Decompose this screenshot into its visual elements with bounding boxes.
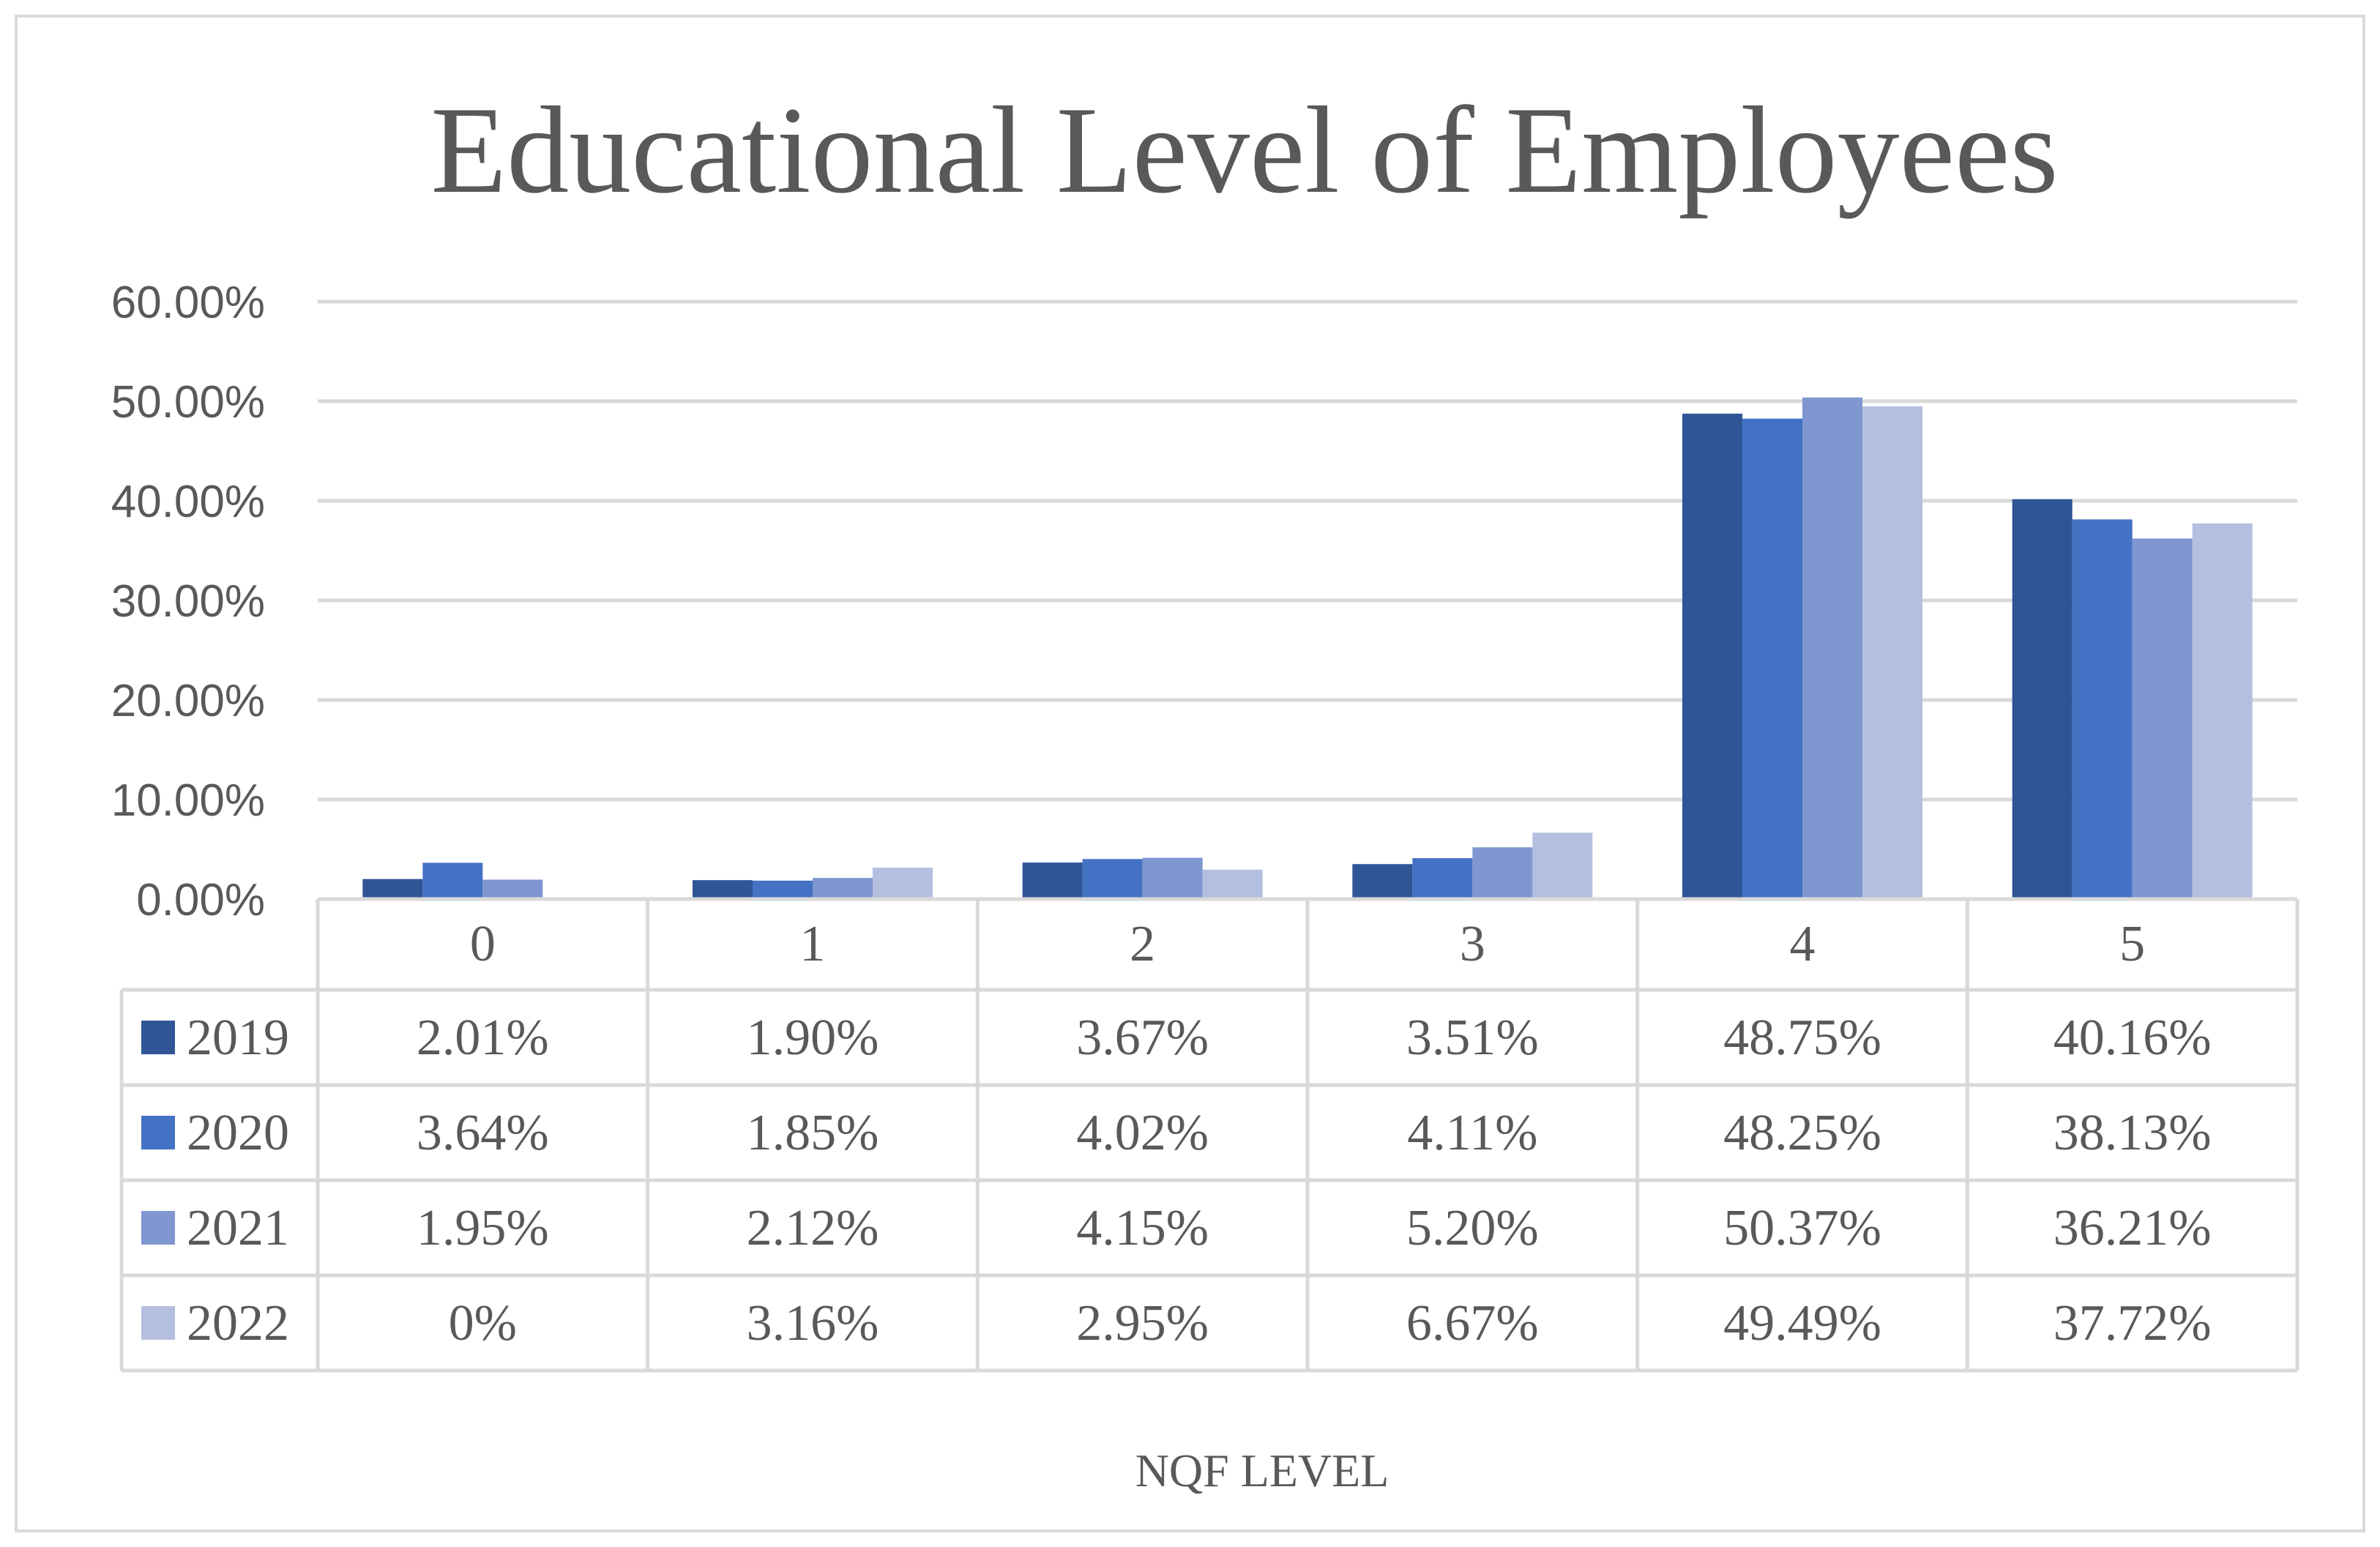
data-label: 2.95% [1076,1295,1209,1352]
legend-swatch [141,1306,175,1340]
x-tick-label: 1 [800,916,826,972]
bar [1802,397,1862,899]
bar [1202,869,1263,899]
bar [693,880,753,899]
data-label: 0% [449,1295,517,1352]
data-label: 38.13% [2053,1105,2212,1161]
data-label: 6.67% [1406,1295,1539,1352]
data-label: 4.11% [1407,1105,1537,1161]
data-label: 1.90% [747,1010,879,1066]
gridlines [318,299,2297,802]
bar [1412,858,1473,899]
data-label: 3.64% [417,1105,549,1161]
y-tick-label: 30.00% [111,576,265,627]
data-label: 2.12% [747,1200,879,1256]
bar [2132,538,2193,899]
bar [1862,406,1922,899]
data-label: 40.16% [2053,1010,2212,1066]
data-label: 1.95% [417,1200,549,1256]
y-axis-ticks: 0.00% 10.00% 20.00% 30.00% 40.00% 50.00% 60.00… [111,277,265,925]
bar [1472,847,1533,899]
y-tick-label: 20.00% [111,676,265,726]
bar [753,880,813,899]
data-label: 4.02% [1076,1105,1209,1161]
data-label: 3.51% [1406,1010,1539,1066]
bar [1142,857,1203,899]
legend-swatch [141,1021,175,1054]
data-label: 36.21% [2053,1200,2212,1256]
bar [873,868,933,899]
chart-title: Educational Level of Employees [430,81,2058,219]
bars [362,397,2253,899]
x-tick-label: 2 [1130,916,1155,972]
y-tick-label: 60.00% [111,277,265,328]
data-label: 50.37% [1723,1200,1881,1256]
y-tick-label: 0.00% [136,875,265,925]
legend-label: 2022 [187,1295,289,1352]
x-tick-label: 3 [1460,916,1485,972]
bar [1742,418,1802,899]
bar [1022,862,1083,899]
bar [1682,414,1742,899]
data-label: 2.01% [417,1010,549,1066]
bar [813,878,873,899]
bar [422,862,483,899]
data-label: 4.15% [1076,1200,1209,1256]
bar [2012,499,2073,899]
bar [482,879,543,899]
bar [2072,519,2133,899]
x-tick-label: 0 [470,916,496,972]
data-label: 48.25% [1723,1105,1881,1161]
data-table: 0 1 2 3 4 5 2019 2.01% 1.90% 3.67% 3.51% 48.75% 40.1… [119,897,2299,1373]
legend-label: 2019 [187,1010,289,1066]
legend-swatch [141,1116,175,1149]
x-tick-label: 5 [2119,916,2145,972]
legend-swatch [141,1211,175,1245]
data-label: 1.85% [747,1105,879,1161]
bar [2192,523,2253,899]
data-label: 48.75% [1723,1010,1881,1066]
bar [362,879,423,899]
data-label: 49.49% [1723,1295,1881,1352]
bar [1532,832,1593,899]
y-tick-label: 40.00% [111,477,265,527]
x-axis-label: NQF LEVEL [1135,1445,1389,1496]
legend-label: 2020 [187,1105,289,1161]
y-tick-label: 50.00% [111,377,265,428]
data-label: 3.16% [747,1295,879,1352]
data-label: 3.67% [1076,1010,1209,1066]
data-label: 37.72% [2053,1295,2212,1352]
legend-label: 2021 [187,1200,289,1256]
data-label: 5.20% [1406,1200,1539,1256]
x-tick-label: 4 [1790,916,1816,972]
bar [1082,859,1143,899]
chart-frame [15,15,2365,1532]
y-tick-label: 10.00% [111,775,265,826]
bar [1352,864,1413,899]
